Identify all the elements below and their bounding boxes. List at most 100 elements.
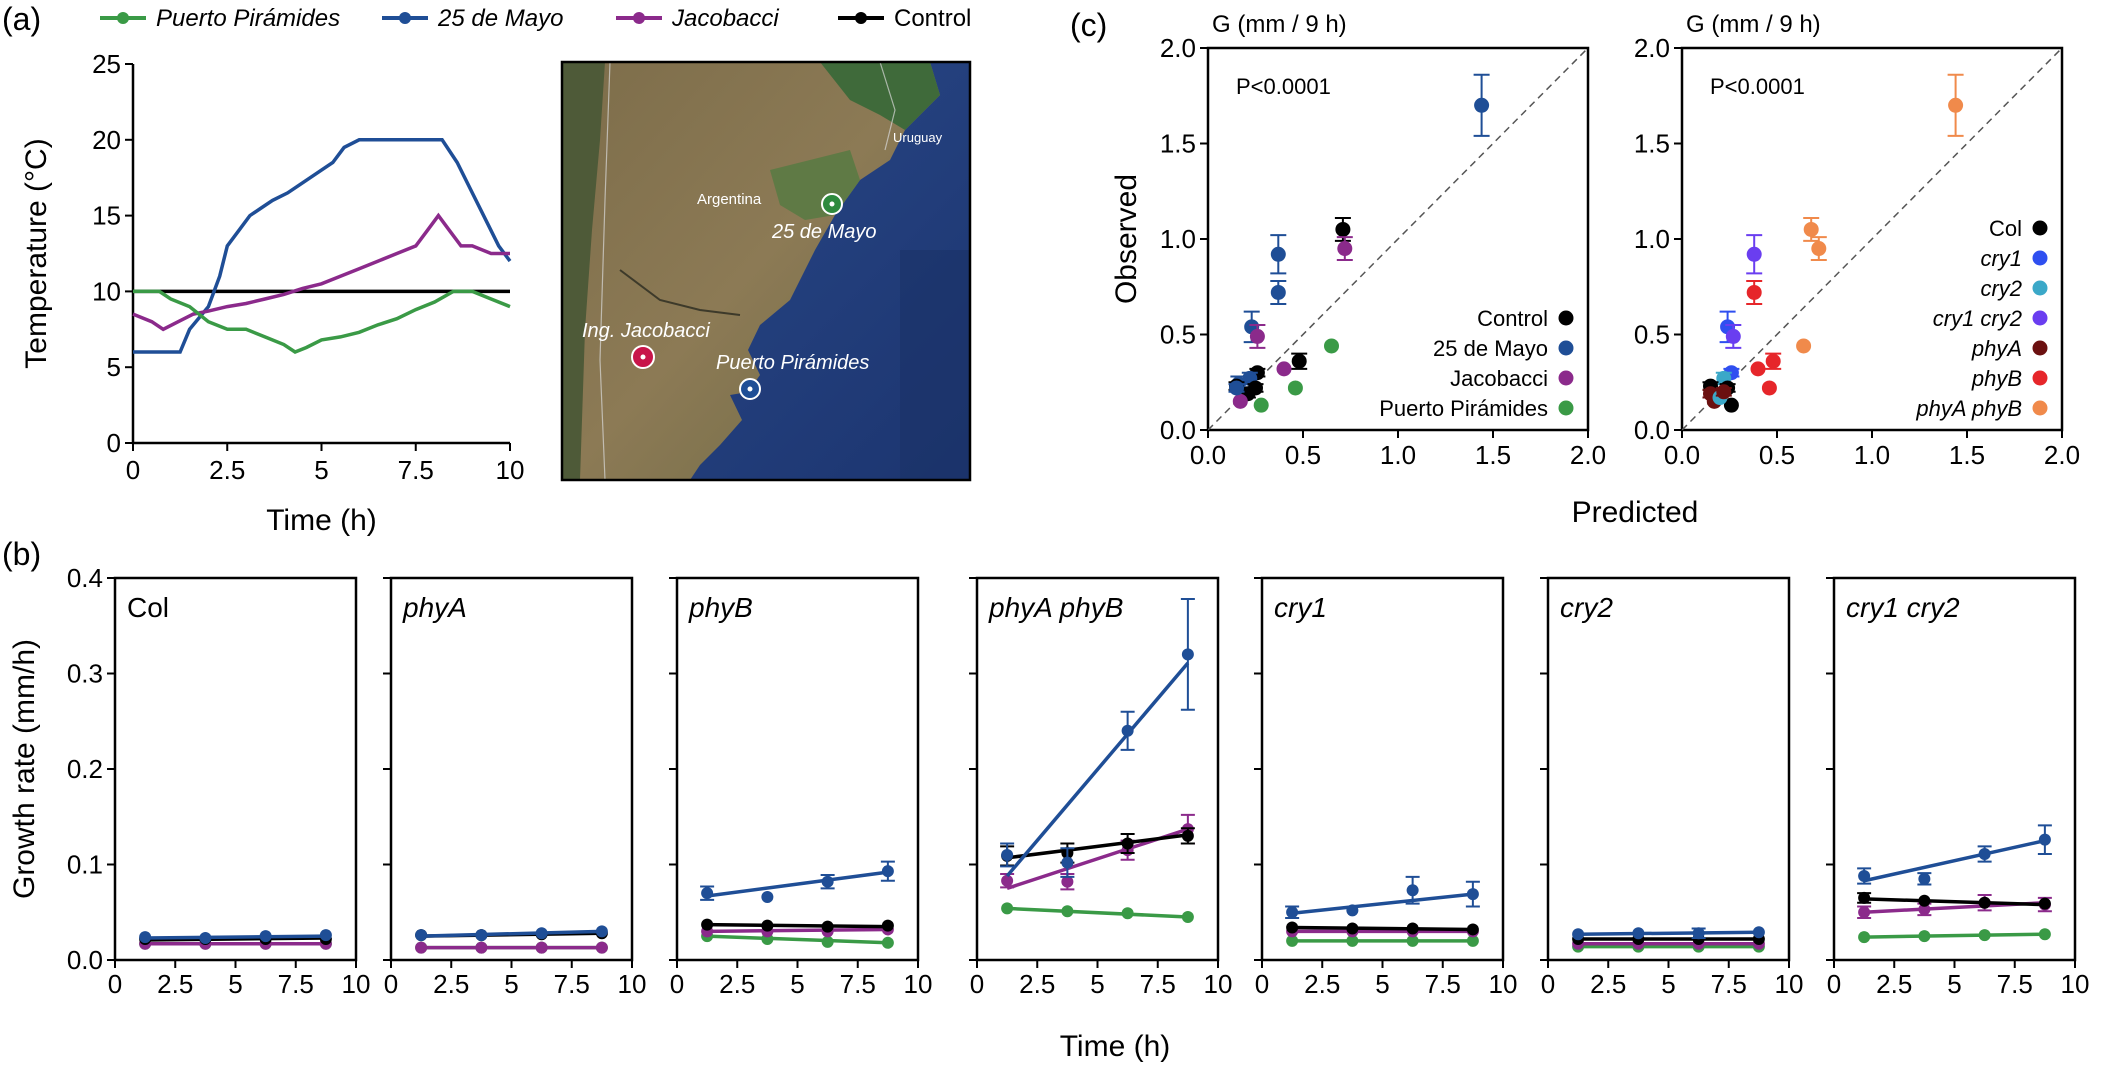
growth-point-control bbox=[881, 919, 894, 932]
growth-xtick-label: 7.5 bbox=[1140, 969, 1176, 999]
observed-panel-2: 0.0 0.5 1.0 1.5 2.0 0.0 0.5 1.0 1.5 2.0 G (mm / 9 … bbox=[1634, 11, 2080, 470]
growth-point-piramides bbox=[1286, 934, 1299, 947]
growth-point-piramides bbox=[1121, 907, 1134, 920]
observed-xtick-label: 0.5 bbox=[1285, 440, 1321, 470]
observed-point-phyB bbox=[1761, 380, 1777, 396]
observed-point-jacobacci bbox=[1232, 393, 1248, 409]
growth-xtick-label: 5 bbox=[1090, 969, 1104, 999]
observed-point-mayo bbox=[1270, 284, 1286, 300]
growth-point-mayo bbox=[881, 865, 894, 878]
observed-point-phyA bbox=[1716, 384, 1732, 400]
growth-fit-control bbox=[1864, 897, 2045, 907]
observed-xtick-label: 1.0 bbox=[1380, 440, 1416, 470]
growth-xtick-label: 5 bbox=[790, 969, 804, 999]
growth-panel-5: 0 2.5 5 7.5 10 cry1 bbox=[1254, 576, 1517, 999]
growth-ytick-label: 0.1 bbox=[67, 850, 103, 880]
growth-fit-mayo bbox=[145, 934, 326, 940]
temperature-series-jacobacci bbox=[132, 212, 510, 332]
growth-xtick-label: 0 bbox=[1255, 969, 1269, 999]
observed-legend-marker-control bbox=[1558, 310, 1574, 326]
observed-title: G (mm / 9 h) bbox=[1212, 11, 1347, 38]
growth-xtick-label: 5 bbox=[1947, 969, 1961, 999]
observed-point-mayo bbox=[1229, 380, 1244, 396]
observed-xtick-label: 1.5 bbox=[1475, 440, 1511, 470]
growth-point-control bbox=[761, 919, 774, 932]
observed-legend-marker-cry2 bbox=[2032, 280, 2048, 296]
growth-point-control bbox=[1346, 922, 1359, 935]
observed-point-phyB bbox=[1750, 361, 1766, 377]
temperature-ylabel: Temperature (°C) bbox=[20, 138, 53, 368]
growth-point-mayo bbox=[139, 931, 152, 944]
observed-point-piramides bbox=[1324, 338, 1339, 354]
growth-ytick-label: 0.2 bbox=[67, 754, 103, 784]
temperature-ytick-label: 15 bbox=[92, 201, 121, 231]
growth-xtick-label: 10 bbox=[342, 969, 371, 999]
growth-fit-mayo bbox=[1863, 838, 2046, 883]
growth-xtick-label: 0 bbox=[384, 969, 398, 999]
growth-frame bbox=[389, 576, 634, 962]
growth-point-control bbox=[1858, 891, 1871, 904]
growth-fit-jacobacci bbox=[707, 927, 888, 934]
growth-point-mayo bbox=[1346, 904, 1359, 917]
growth-point-mayo bbox=[2038, 833, 2051, 846]
observed-legend-label-cry1cry2: cry1 cry2 bbox=[1933, 306, 2022, 331]
temperature-xtick-label: 7.5 bbox=[398, 455, 434, 485]
growth-fit-mayo bbox=[1291, 892, 1474, 915]
observed-legend-label-phyB: phyB bbox=[1971, 366, 2022, 391]
temperature-ytick-label: 20 bbox=[92, 125, 121, 155]
growth-point-mayo bbox=[1918, 872, 1931, 885]
growth-point-mayo bbox=[259, 930, 272, 943]
map-marker-jacobacci bbox=[631, 345, 655, 369]
map-label-mayo: 25 de Mayo bbox=[771, 221, 877, 243]
growth-point-piramides bbox=[1918, 930, 1931, 943]
growth-xtick-label: 2.5 bbox=[1304, 969, 1340, 999]
map-label-jacobacci: Ing. Jacobacci bbox=[582, 320, 710, 342]
growth-fit-piramides bbox=[1007, 906, 1188, 919]
growth-point-piramides bbox=[1466, 934, 1479, 947]
growth-point-piramides bbox=[821, 935, 834, 948]
growth-panel-7: 0 2.5 5 7.5 10 cry1 cry2 bbox=[1826, 576, 2089, 999]
observed-xtick-label: 1.5 bbox=[1949, 440, 1985, 470]
growth-panel-1: 0.0 0.1 0.2 0.3 0.4 0 2.5 5 7.5 10 Col bbox=[67, 563, 371, 999]
observed-point-col bbox=[1723, 397, 1739, 413]
identity-line bbox=[1207, 47, 1589, 431]
growth-panel-title: phyA bbox=[402, 592, 467, 623]
observed-ytick-label: 0.5 bbox=[1634, 320, 1670, 350]
growth-fit-mayo bbox=[421, 929, 602, 938]
observed-point-cry1cry2 bbox=[1746, 246, 1762, 262]
observed-xtick-label: 0.5 bbox=[1759, 440, 1795, 470]
legend-top-label-jacobacci: Jacobacci bbox=[671, 5, 779, 32]
growth-point-piramides bbox=[1061, 905, 1074, 918]
growth-xtick-label: 2.5 bbox=[433, 969, 469, 999]
growth-point-control bbox=[1466, 923, 1479, 936]
observed-ytick-label: 2.0 bbox=[1160, 33, 1196, 63]
growth-point-mayo bbox=[1572, 928, 1585, 941]
growth-frame bbox=[1546, 576, 1791, 962]
temperature-xtick-label: 10 bbox=[496, 455, 525, 485]
growth-xtick-label: 7.5 bbox=[554, 969, 590, 999]
observed-legend-marker-cry1cry2 bbox=[2032, 310, 2048, 326]
growth-fit-mayo bbox=[706, 870, 889, 898]
growth-xtick-label: 2.5 bbox=[719, 969, 755, 999]
growth-xtick-label: 7.5 bbox=[840, 969, 876, 999]
growth-ylabel: Growth rate (mm/h) bbox=[8, 639, 41, 899]
growth-point-mayo bbox=[1466, 888, 1479, 901]
growth-panel-title: cry2 bbox=[1560, 592, 1613, 623]
observed-point-phyAphyB bbox=[1803, 221, 1819, 237]
map-marker-mayo bbox=[821, 193, 843, 215]
growth-xtick-label: 2.5 bbox=[1876, 969, 1912, 999]
legend-top-marker-mayo bbox=[399, 12, 411, 24]
growth-point-mayo bbox=[199, 932, 212, 945]
temperature-xtick-label: 2.5 bbox=[209, 455, 245, 485]
legend-top-label-mayo: 25 de Mayo bbox=[437, 5, 563, 32]
p-value-annotation: P<0.0001 bbox=[1710, 74, 1805, 99]
p-value-annotation: P<0.0001 bbox=[1236, 74, 1331, 99]
temperature-series-piramides bbox=[133, 289, 511, 354]
growth-xlabel: Time (h) bbox=[1060, 1030, 1171, 1063]
map-marker-piramides bbox=[739, 378, 761, 400]
growth-fit-control bbox=[1292, 925, 1473, 932]
observed-legend-marker-phyAphyB bbox=[2032, 400, 2048, 416]
observed-point-mayo bbox=[1474, 97, 1490, 113]
map-argentina: Uruguay Argentina 25 de Mayo Ing. Jacoba… bbox=[560, 60, 972, 482]
map-label-piramides: Puerto Pirámides bbox=[716, 352, 869, 374]
